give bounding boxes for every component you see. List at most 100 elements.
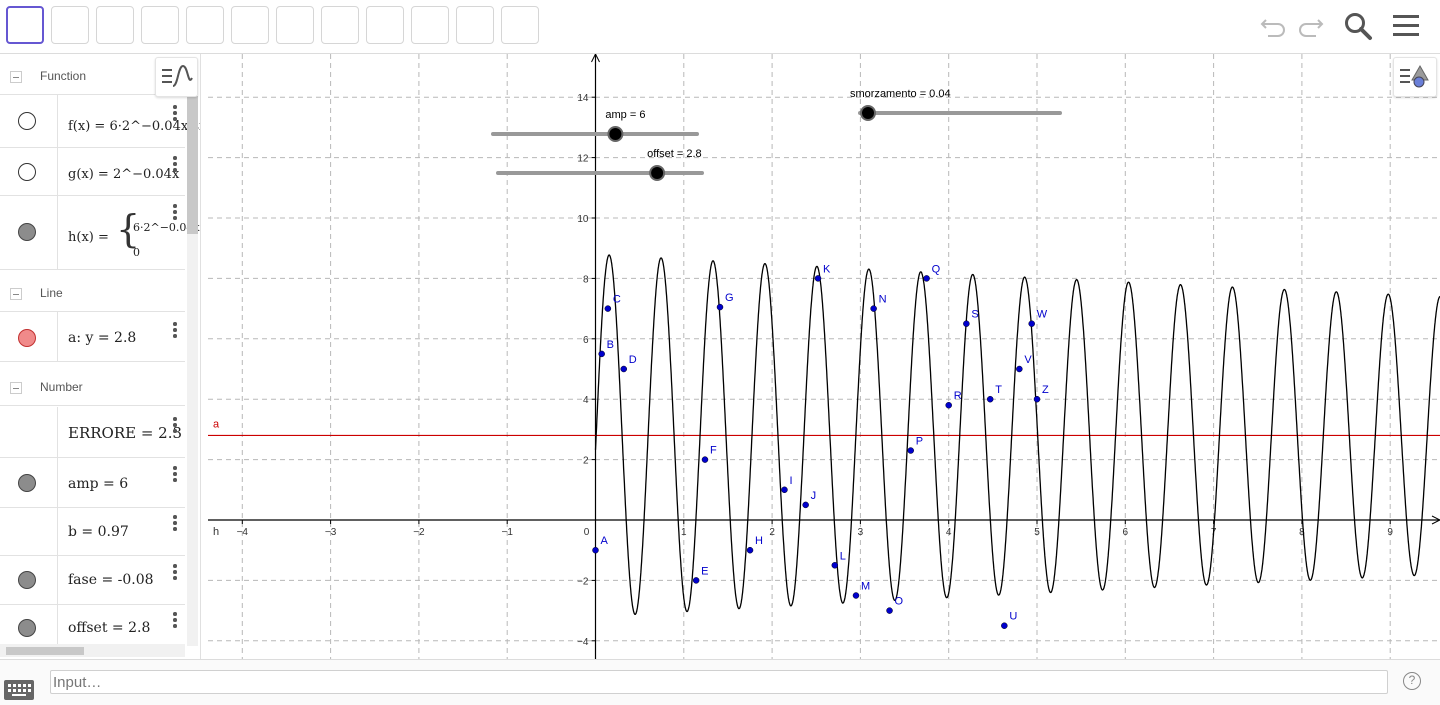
- point-Q[interactable]: [924, 275, 930, 281]
- undo-icon[interactable]: [1258, 10, 1290, 42]
- point-label-N: N: [879, 294, 887, 306]
- slider-knob[interactable]: [650, 166, 664, 180]
- visibility-toggle[interactable]: [18, 329, 36, 347]
- group-line[interactable]: Line: [0, 276, 185, 312]
- tool-button-10[interactable]: [411, 6, 449, 44]
- point-M[interactable]: [853, 593, 859, 599]
- more-options-icon[interactable]: [173, 612, 177, 630]
- more-options-icon[interactable]: [173, 515, 177, 533]
- keyboard-icon[interactable]: [4, 680, 34, 700]
- point-label-Q: Q: [932, 263, 941, 275]
- tool-button-9[interactable]: [366, 6, 404, 44]
- tool-button-4[interactable]: [141, 6, 179, 44]
- point-D[interactable]: [621, 366, 627, 372]
- visibility-cell: [0, 508, 58, 555]
- point-C[interactable]: [605, 306, 611, 312]
- slider-knob[interactable]: [861, 106, 875, 120]
- point-P[interactable]: [908, 448, 914, 454]
- horizontal-scrollbar[interactable]: [0, 644, 185, 657]
- point-O[interactable]: [887, 608, 893, 614]
- x-tick-label: 9: [1387, 527, 1393, 538]
- algebra-style-bar-button[interactable]: [155, 57, 198, 97]
- y-tick-label: −2: [577, 576, 589, 587]
- point-label-K: K: [823, 263, 831, 275]
- more-options-icon[interactable]: [173, 204, 177, 222]
- algebra-item-fase[interactable]: fase = -0.08: [0, 556, 185, 605]
- input-bar: ?: [0, 659, 1440, 705]
- expression-amp: amp = 6: [68, 476, 128, 492]
- point-I[interactable]: [781, 487, 787, 493]
- point-label-S: S: [971, 309, 978, 321]
- collapse-icon[interactable]: [10, 71, 22, 83]
- point-N[interactable]: [871, 306, 877, 312]
- visibility-toggle[interactable]: [18, 474, 36, 492]
- tool-button-5[interactable]: [186, 6, 224, 44]
- point-U[interactable]: [1001, 623, 1007, 629]
- tool-button-2[interactable]: [51, 6, 89, 44]
- slider-label: offset = 2.8: [647, 148, 702, 160]
- tool-button-11[interactable]: [456, 6, 494, 44]
- point-W[interactable]: [1029, 321, 1035, 327]
- vertical-scrollbar[interactable]: [187, 96, 198, 646]
- line-a[interactable]: a: [208, 418, 1440, 435]
- algebra-item-g[interactable]: g(x) = 2^−0.04x: [0, 148, 185, 196]
- point-A[interactable]: [593, 547, 599, 553]
- algebra-item-offset[interactable]: offset = 2.8: [0, 605, 185, 645]
- point-T[interactable]: [987, 396, 993, 402]
- point-V[interactable]: [1016, 366, 1022, 372]
- point-S[interactable]: [963, 321, 969, 327]
- point-L[interactable]: [832, 562, 838, 568]
- visibility-toggle[interactable]: [18, 571, 36, 589]
- more-options-icon[interactable]: [173, 564, 177, 582]
- graphics-style-bar-button[interactable]: [1393, 57, 1437, 97]
- algebra-view: Function f(x) = 6·2^−0.04x sin g(x) = 2^…: [0, 54, 201, 659]
- point-label-W: W: [1037, 309, 1048, 321]
- tool-button-8[interactable]: [321, 6, 359, 44]
- algebra-item-h[interactable]: h(x) = { 6·2^−0.04x 0: [0, 196, 185, 270]
- point-F[interactable]: [702, 457, 708, 463]
- visibility-toggle[interactable]: [18, 163, 36, 181]
- more-options-icon[interactable]: [173, 322, 177, 340]
- input-field[interactable]: [50, 670, 1388, 694]
- scroll-thumb[interactable]: [187, 96, 198, 234]
- visibility-toggle[interactable]: [18, 619, 36, 637]
- point-R[interactable]: [946, 402, 952, 408]
- more-options-icon[interactable]: [173, 105, 177, 123]
- group-number[interactable]: Number: [0, 370, 185, 406]
- algebra-item-f[interactable]: f(x) = 6·2^−0.04x sin: [0, 95, 185, 148]
- collapse-icon[interactable]: [10, 288, 22, 300]
- search-icon[interactable]: [1342, 10, 1374, 42]
- point-G[interactable]: [717, 304, 723, 310]
- point-H[interactable]: [747, 547, 753, 553]
- menu-icon[interactable]: [1390, 10, 1422, 42]
- visibility-toggle[interactable]: [18, 223, 36, 241]
- tool-button-12[interactable]: [501, 6, 539, 44]
- more-options-icon[interactable]: [173, 156, 177, 174]
- point-Z[interactable]: [1034, 396, 1040, 402]
- tool-button-6[interactable]: [231, 6, 269, 44]
- algebra-item-amp[interactable]: amp = 6: [0, 458, 185, 508]
- point-B[interactable]: [599, 351, 605, 357]
- algebra-item-errore[interactable]: ERRORE = 2.3: [0, 407, 185, 458]
- tool-button-3[interactable]: [96, 6, 134, 44]
- point-K[interactable]: [815, 275, 821, 281]
- collapse-icon[interactable]: [10, 382, 22, 394]
- scroll-thumb[interactable]: [6, 647, 84, 655]
- slider-knob[interactable]: [608, 127, 622, 141]
- tool-button-1[interactable]: [6, 6, 44, 44]
- tool-button-7[interactable]: [276, 6, 314, 44]
- x-tick-label: 1: [681, 527, 687, 538]
- help-icon[interactable]: ?: [1403, 672, 1421, 690]
- point-E[interactable]: [693, 577, 699, 583]
- point-label-C: C: [613, 294, 621, 306]
- more-options-icon[interactable]: [173, 417, 177, 435]
- visibility-toggle[interactable]: [18, 112, 36, 130]
- point-J[interactable]: [803, 502, 809, 508]
- more-options-icon[interactable]: [173, 466, 177, 484]
- expression-h-case2: 0: [133, 246, 140, 259]
- algebra-item-a[interactable]: a: y = 2.8: [0, 312, 185, 362]
- visibility-cell: [0, 312, 58, 361]
- redo-icon[interactable]: [1294, 10, 1326, 42]
- algebra-item-b[interactable]: b = 0.97: [0, 508, 185, 556]
